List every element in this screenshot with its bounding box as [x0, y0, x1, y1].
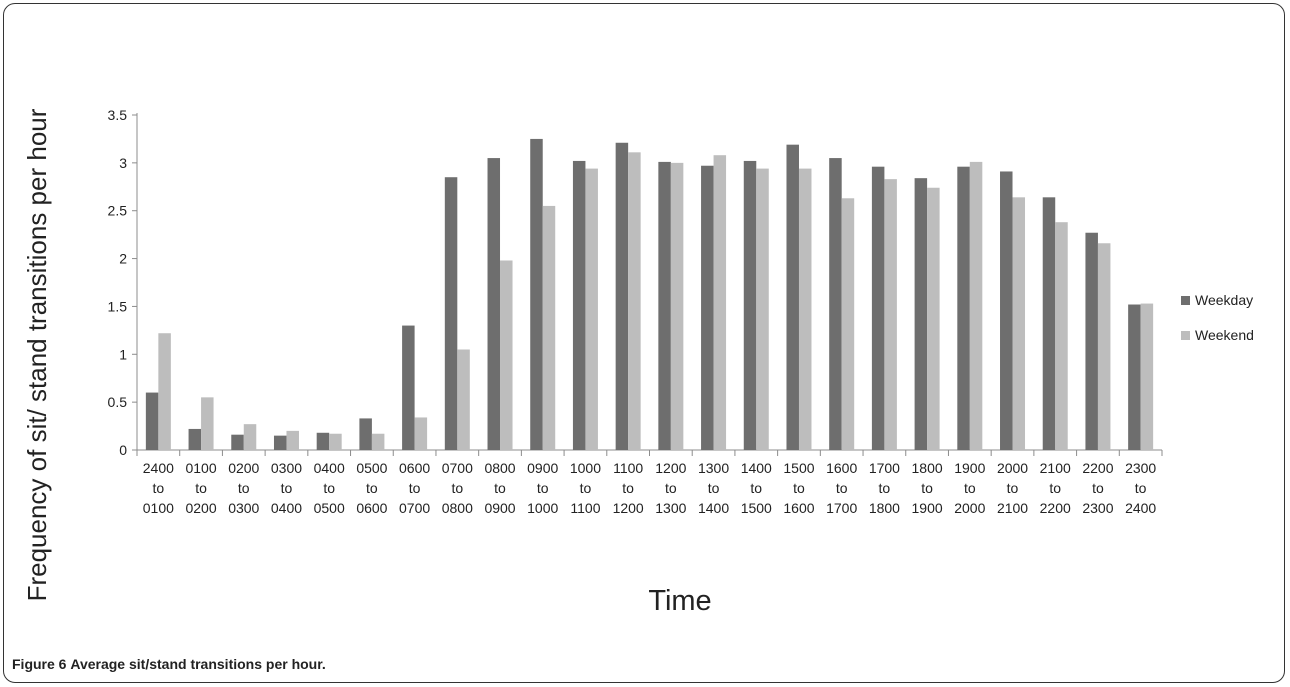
x-tick-label: 2200 to 2300: [1082, 460, 1113, 516]
x-tick-label: 1600 to 1700: [826, 460, 857, 516]
weekday-bar: [316, 432, 330, 450]
x-axis: [136, 449, 1163, 456]
x-tick-label: 1300 to 1400: [698, 460, 729, 516]
weekend-bar: [457, 349, 470, 450]
weekday-bar: [1042, 197, 1056, 450]
weekend-bar: [585, 168, 598, 450]
weekday-bar: [572, 160, 586, 450]
weekend-bar: [1140, 303, 1154, 450]
weekday-bar: [188, 428, 202, 450]
x-axis-label: Time: [648, 585, 711, 617]
weekday-bar: [701, 165, 714, 450]
weekend-bar: [798, 168, 812, 450]
weekend-bar: [286, 430, 299, 450]
weekday-bar: [1128, 304, 1141, 450]
y-tick-label: 3.5: [108, 107, 128, 123]
weekend-bar: [371, 433, 385, 450]
weekend-bar: [500, 260, 513, 450]
weekday-bar: [444, 177, 458, 450]
weekend-bar: [1097, 243, 1111, 450]
figure-frame: [3, 3, 1285, 683]
legend-swatch: [1181, 296, 1190, 305]
weekday-bar: [231, 434, 244, 450]
y-tick-label: 0: [119, 442, 127, 458]
x-tick-label: 2400 to 0100: [143, 460, 174, 516]
weekday-bar: [743, 160, 757, 450]
weekday-bar: [871, 166, 885, 450]
legend-swatch: [1181, 331, 1190, 340]
weekday-bar: [402, 325, 415, 450]
weekday-bar: [145, 392, 159, 450]
legend-label: Weekend: [1195, 327, 1254, 343]
y-axis-label: Frequency of sit/ stand transitions per …: [22, 108, 52, 601]
y-tick-label: 0.5: [108, 394, 128, 410]
x-tick-label: 1900 to 2000: [954, 460, 985, 516]
y-axis: 0 0.5 1 1.5 2 2.5 3 3.5: [108, 107, 138, 458]
weekday-bar: [1085, 232, 1098, 450]
weekday-bar: [615, 142, 629, 450]
weekend-bar: [329, 433, 342, 450]
figure-caption: Figure 6 Average sit/stand transitions p…: [12, 656, 326, 672]
weekday-bar: [914, 178, 928, 450]
x-tick-label: 0900 to 1000: [527, 460, 558, 516]
x-tick-label: 2000 to 2100: [997, 460, 1028, 516]
y-tick-label: 1.5: [108, 298, 128, 314]
weekend-bar: [884, 179, 897, 450]
weekend-bar: [713, 155, 727, 450]
weekend-bar: [841, 198, 855, 450]
y-tick-label: 3: [119, 155, 127, 171]
y-tick-label: 2: [119, 251, 127, 267]
legend: Weekday Weekend: [1181, 292, 1254, 343]
weekday-bar: [786, 144, 799, 450]
x-tick-label: 1000 to 1100: [570, 460, 601, 516]
x-tick-label: 0100 to 0200: [185, 460, 216, 516]
weekend-bar: [927, 187, 940, 450]
weekend-bar: [201, 397, 214, 450]
weekday-bar: [530, 138, 543, 450]
weekend-bar: [414, 417, 428, 450]
weekday-bar: [487, 158, 501, 451]
x-tick-label: 0400 to 0500: [314, 460, 345, 516]
weekend-bar: [1012, 197, 1026, 450]
weekend-bar: [628, 152, 641, 451]
x-tick-label: 1400 to 1500: [741, 460, 772, 516]
y-tick-label: 2.5: [108, 203, 128, 219]
x-tick-labels: 2400 to 0100 0100 to 0200 0200 to 0300 0300 to 0400…: [143, 460, 1157, 516]
bar-series: [145, 138, 1154, 451]
y-tick-label: 1: [119, 346, 127, 362]
weekend-bar: [542, 205, 556, 450]
x-tick-label: 1700 to 1800: [869, 460, 900, 516]
caption-text: Average sit/stand transitions per hour.: [70, 656, 326, 672]
figure-label: Figure 6: [12, 656, 67, 672]
weekday-bar: [658, 161, 671, 450]
x-tick-label: 1100 to 1200: [613, 460, 644, 516]
weekend-bar: [670, 162, 684, 450]
weekend-bar: [1055, 222, 1068, 450]
x-tick-label: 0200 to 0300: [228, 460, 259, 516]
weekend-bar: [756, 168, 769, 450]
weekend-bar: [243, 424, 257, 450]
x-tick-label: 0300 to 0400: [271, 460, 302, 516]
weekday-bar: [829, 158, 842, 451]
x-tick-label: 0800 to 0900: [484, 460, 515, 516]
x-tick-label: 1500 to 1600: [783, 460, 814, 516]
legend-label: Weekday: [1195, 292, 1253, 308]
weekday-bar: [957, 166, 970, 450]
weekend-bar: [158, 333, 171, 450]
x-tick-label: 1800 to 1900: [912, 460, 943, 516]
x-tick-label: 0700 to 0800: [442, 460, 473, 516]
weekend-bar: [969, 161, 983, 450]
weekday-bar: [1000, 171, 1013, 450]
x-tick-label: 1200 to 1300: [655, 460, 686, 516]
x-tick-label: 2100 to 2200: [1040, 460, 1071, 516]
weekday-bar: [273, 435, 287, 450]
x-tick-label: 0600 to 0700: [399, 460, 430, 516]
x-tick-label: 2300 to 2400: [1125, 460, 1156, 516]
weekday-bar: [359, 418, 372, 450]
x-tick-label: 0500 to 0600: [356, 460, 387, 516]
y-axis-label-group: Frequency of sit/ stand transitions per …: [22, 108, 52, 601]
